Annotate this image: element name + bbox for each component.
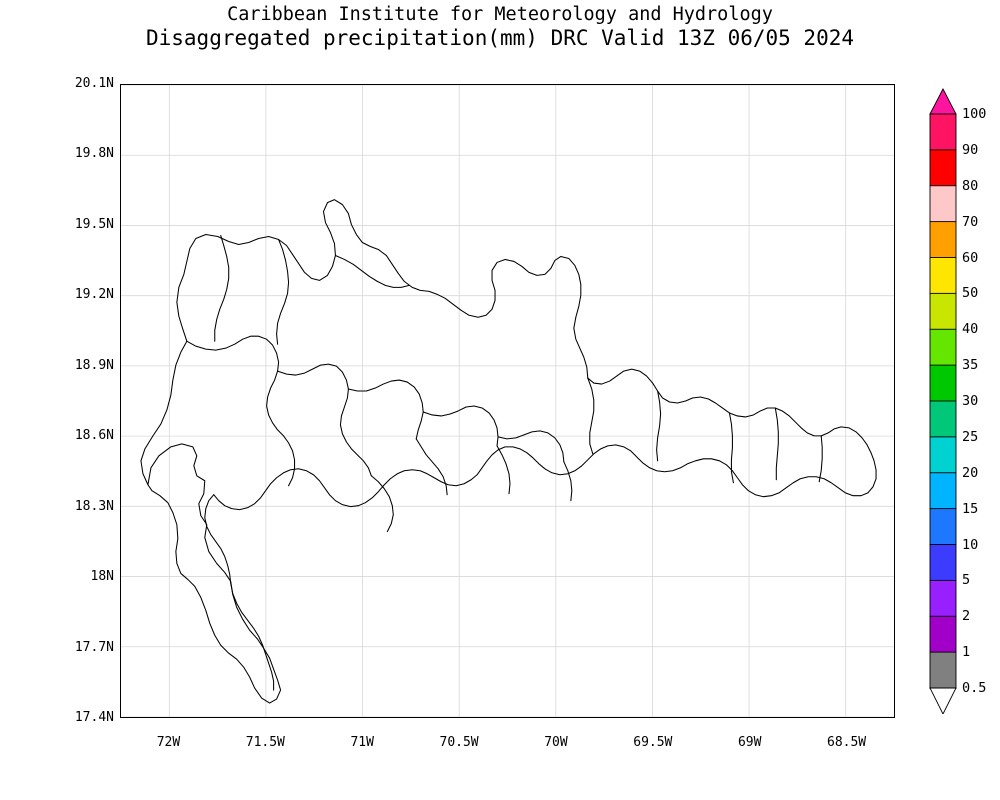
- colorbar-tick-label: 90: [962, 141, 979, 158]
- x-tick-label: 69W: [737, 735, 762, 750]
- y-tick-label: 18.9N: [74, 357, 114, 373]
- colorbar-band: [929, 257, 957, 295]
- colorbar-band: [929, 400, 957, 438]
- colorbar-tick-label: 35: [962, 357, 979, 374]
- y-tick-label: 20.1N: [74, 76, 114, 91]
- colorbar-band: [929, 221, 957, 259]
- colorbar-band: [929, 364, 957, 402]
- colorbar-band: [929, 292, 957, 331]
- colorbar-band: [929, 615, 957, 653]
- gridlines: [121, 85, 894, 717]
- colorbar-arrow-top: [929, 88, 957, 115]
- colorbar-tick-label: 40: [962, 321, 979, 338]
- x-tick-label: 69.5W: [633, 735, 673, 750]
- x-axis-labels: 72W 71.5W 71W 70.5W 70W 69.5W 69W 68.5W: [0, 735, 1000, 759]
- colorbar-band: [929, 651, 957, 689]
- colorbar-tick-label: 20: [962, 464, 979, 481]
- colorbar-tick-label: 1: [962, 644, 971, 661]
- colorbar-tick-label: 60: [962, 249, 979, 266]
- colorbar-band: [929, 579, 957, 618]
- colorbar-arrow-bottom: [929, 687, 957, 714]
- y-tick-label: 19.8N: [74, 146, 114, 162]
- colorbar: 100 90 80 70 60 50 40 35 30 25 20 15 10 5 2 1 0.5: [928, 88, 986, 714]
- colorbar-tick-label: 2: [962, 608, 971, 625]
- colorbar-band: [929, 328, 957, 366]
- x-tick-label: 72W: [156, 735, 181, 750]
- x-tick-label: 70.5W: [439, 735, 479, 750]
- y-tick-label: 18.3N: [74, 498, 114, 514]
- x-tick-label: 71W: [350, 735, 374, 750]
- colorbar-tick-label: 5: [962, 572, 971, 589]
- colorbar-tick-label: 15: [962, 500, 979, 517]
- colorbar-band: [929, 544, 957, 582]
- y-tick-label: 19.5N: [74, 216, 114, 232]
- colorbar-band: [929, 508, 957, 546]
- colorbar-band: [929, 185, 957, 223]
- institute-title: Caribbean Institute for Meteorology and …: [227, 4, 773, 25]
- colorbar-band: [929, 436, 957, 474]
- colorbar-swatches: [929, 88, 957, 714]
- map-boundaries: [140, 199, 877, 704]
- colorbar-tick-label: 80: [962, 177, 979, 194]
- colorbar-band: [929, 149, 957, 187]
- page-title: Disaggregated precipitation(mm) DRC Vali…: [145, 26, 854, 50]
- x-tick-label: 71.5W: [245, 735, 285, 750]
- x-tick-label: 68.5W: [826, 735, 867, 750]
- colorbar-tick-label: 70: [962, 213, 979, 230]
- colorbar-band: [929, 113, 957, 151]
- colorbar-tick-label: 10: [962, 536, 979, 553]
- colorbar-band: [929, 472, 957, 510]
- colorbar-tick-label: 0.5: [962, 680, 987, 696]
- x-tick-label: 70W: [544, 735, 568, 750]
- y-axis-labels: 17.4N 17.7N 18N 18.3N 18.6N 18.9N 19.2N 19.5N 19…: [0, 0, 114, 800]
- colorbar-tick-label: 50: [962, 285, 979, 302]
- map-plot-area: [120, 84, 895, 718]
- y-tick-label: 18N: [90, 569, 114, 585]
- y-tick-label: 17.4N: [74, 710, 114, 725]
- y-tick-label: 19.2N: [74, 287, 114, 303]
- y-tick-label: 17.7N: [74, 639, 114, 655]
- colorbar-tick-label: 25: [962, 428, 979, 445]
- chart-title-block: Caribbean Institute for Meteorology and …: [0, 4, 1000, 51]
- colorbar-tick-label: 30: [962, 393, 979, 409]
- map-svg: [121, 85, 894, 717]
- y-tick-label: 18.6N: [74, 428, 114, 444]
- colorbar-tick-label: 100: [962, 106, 987, 122]
